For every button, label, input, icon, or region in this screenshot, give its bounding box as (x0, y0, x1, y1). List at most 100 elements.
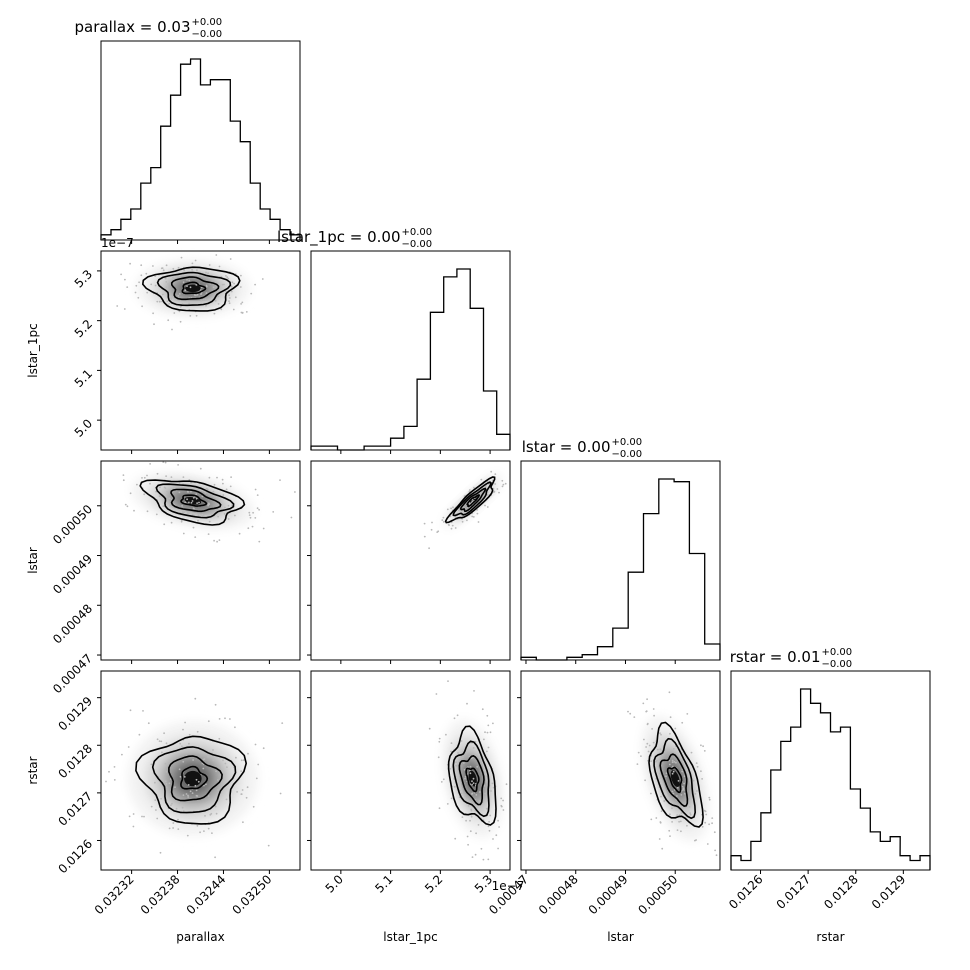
scatter-point (179, 742, 182, 745)
scatter-point (249, 516, 252, 519)
scatter-point (224, 506, 226, 509)
scatter-point (221, 283, 224, 286)
scatter-point (170, 521, 173, 524)
x-tick-label: 0.00049 (586, 872, 631, 917)
scatter-point (451, 524, 454, 527)
scatter-point (213, 312, 216, 315)
scatter-point (671, 772, 674, 775)
scatter-point (695, 839, 697, 841)
scatter-point (476, 766, 479, 768)
scatter-point (452, 506, 454, 509)
scatter-point (438, 737, 441, 740)
scatter-point (492, 786, 495, 789)
scatter-point (440, 781, 443, 783)
contour-line (135, 735, 248, 825)
scatter-point (194, 697, 197, 700)
scatter-point (192, 497, 195, 499)
scatter-point (651, 728, 653, 730)
scatter-point (177, 266, 180, 269)
scatter-point (664, 750, 667, 753)
scatter-point (163, 732, 166, 735)
scatter-point (680, 794, 683, 796)
scatter-point (147, 722, 150, 725)
scatter-point (241, 311, 244, 314)
scatter-point (181, 745, 183, 748)
scatter-point (637, 751, 640, 754)
scatter-point (200, 293, 202, 296)
panel-frame (310, 670, 511, 871)
scatter-point (177, 295, 180, 297)
scatter-point (154, 781, 156, 784)
scatter-point (129, 492, 132, 495)
scatter-point (202, 767, 205, 770)
scatter-point (155, 809, 157, 811)
scatter-point (140, 264, 143, 267)
scatter-point (290, 516, 293, 519)
scatter-point (498, 826, 500, 828)
scatter-point (665, 772, 668, 775)
scatter-point (133, 509, 135, 512)
scatter-point (247, 527, 250, 530)
scatter-point (150, 805, 153, 808)
scatter-point (172, 276, 174, 279)
scatter-point (190, 490, 192, 493)
scatter-point (480, 847, 483, 850)
scatter-point (467, 766, 469, 768)
scatter-point (167, 319, 170, 322)
scatter-point (126, 286, 129, 288)
scatter-point (113, 779, 116, 781)
y-tick-label: 0.0129 (56, 694, 96, 734)
scatter-point (158, 300, 161, 303)
scatter-point (466, 519, 468, 522)
scatter-point (134, 291, 137, 294)
scatter-point (178, 482, 181, 484)
scatter-point (184, 501, 187, 504)
scatter-point (156, 817, 159, 820)
scatter-point (701, 825, 704, 828)
scatter-point (172, 822, 175, 824)
scatter-point (141, 477, 143, 479)
scatter-point (473, 690, 475, 692)
scatter-point (254, 743, 257, 746)
scatter-point (673, 802, 675, 805)
scatter-point (456, 714, 459, 717)
scatter-point (665, 775, 667, 778)
scatter-point (202, 299, 205, 301)
scatter-point (494, 483, 497, 485)
scatter-point (205, 487, 208, 490)
scatter-point (462, 762, 465, 764)
scatter-point (199, 831, 202, 834)
scatter-point (672, 792, 675, 795)
scatter-point (629, 712, 632, 715)
scatter-point (155, 490, 158, 493)
scatter-point (482, 858, 485, 861)
scatter-point (208, 520, 211, 523)
scatter-point (231, 281, 234, 284)
scatter-point (186, 834, 189, 837)
scatter-point (218, 718, 221, 720)
scatter-point (182, 476, 185, 478)
scatter-point (177, 828, 180, 830)
panel-title-lower: −0.00 (402, 239, 433, 250)
y-tick-label: 5.2 (72, 317, 95, 340)
scatter-point (472, 777, 475, 780)
scatter-point (686, 713, 689, 715)
scatter-point (187, 796, 190, 798)
scatter-point (474, 853, 477, 856)
scatter-point (212, 286, 215, 289)
scatter-point (186, 510, 189, 513)
scatter-point (465, 819, 467, 822)
scatter-point (191, 268, 194, 271)
scatter-point (195, 497, 198, 500)
scatter-point (197, 519, 199, 522)
scatter-point (132, 825, 135, 828)
scatter-point (477, 824, 480, 826)
scatter-point (486, 714, 489, 717)
panel-frame (100, 460, 301, 661)
scatter-point (162, 269, 165, 272)
scatter-point (650, 792, 652, 795)
scatter-point (246, 786, 249, 789)
scatter-point (498, 491, 500, 494)
scatter-point (135, 284, 138, 287)
scatter-point (214, 703, 217, 706)
